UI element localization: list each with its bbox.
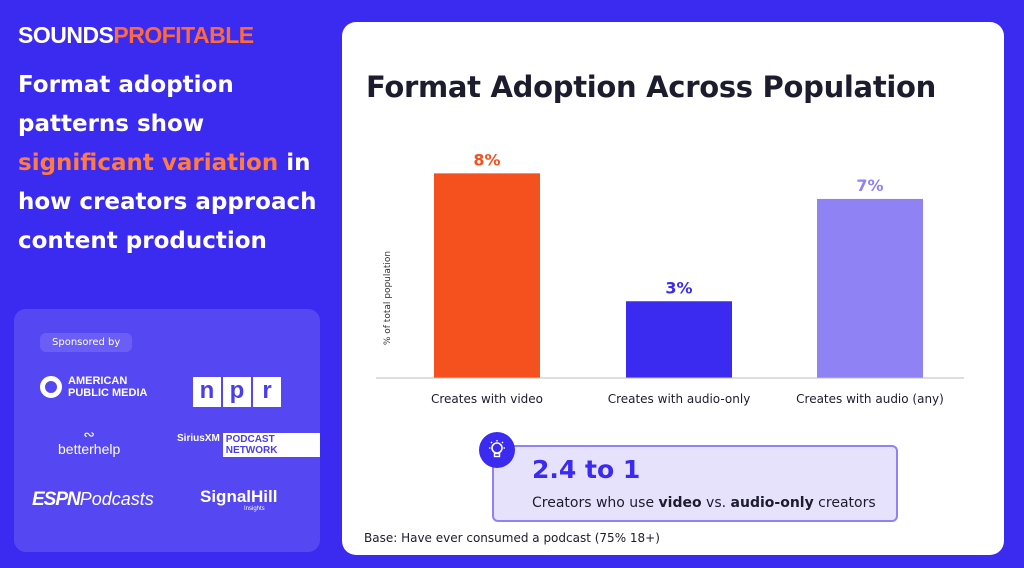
y-axis-label: % of total population	[383, 251, 393, 345]
lightbulb-icon	[479, 432, 515, 468]
espn-podcasts-logo: ESPN Podcasts	[32, 489, 154, 510]
signalhill-logo: SignalHill Insights	[200, 487, 278, 512]
data-label-3: 7%	[856, 176, 883, 195]
headline-highlight: significant variation	[18, 150, 279, 176]
category-label-1: Creates with video	[431, 392, 543, 406]
betterhelp-logo: ∾ betterhelp	[58, 426, 121, 457]
data-label-2: 3%	[665, 278, 692, 297]
base-note: Base: Have ever consumed a podcast (75% …	[364, 531, 660, 545]
bar-2	[626, 301, 732, 378]
ratio-caption: Creators who use video vs. audio-only cr…	[532, 495, 876, 511]
siriusxm-logo: SiriusXM PODCAST NETWORK	[177, 433, 320, 457]
data-label-1: 8%	[473, 150, 500, 169]
ratio-value: 2.4 to 1	[532, 455, 641, 484]
headline: Format adoption patterns show significan…	[18, 72, 317, 254]
brand-logo: SOUNDSPROFITABLE	[18, 22, 254, 48]
apm-logo: AMERICAN PUBLIC MEDIA	[40, 375, 147, 399]
category-label-3: Creates with audio (any)	[796, 392, 944, 406]
bar-3	[817, 198, 923, 378]
bar-1	[434, 173, 540, 378]
bar-chart: % of total population 8% Creates with vide…	[376, 150, 964, 406]
betterhelp-icon: ∾	[83, 426, 95, 442]
apm-circle-icon	[40, 376, 62, 398]
sponsored-by-label: Sponsored by	[40, 333, 133, 352]
chart-card: Format Adoption Across Population % of t…	[342, 22, 1004, 555]
category-label-2: Creates with audio-only	[608, 392, 751, 406]
chart-title: Format Adoption Across Population	[366, 70, 937, 104]
ratio-callout: 2.4 to 1 Creators who use video vs. audi…	[492, 445, 898, 522]
